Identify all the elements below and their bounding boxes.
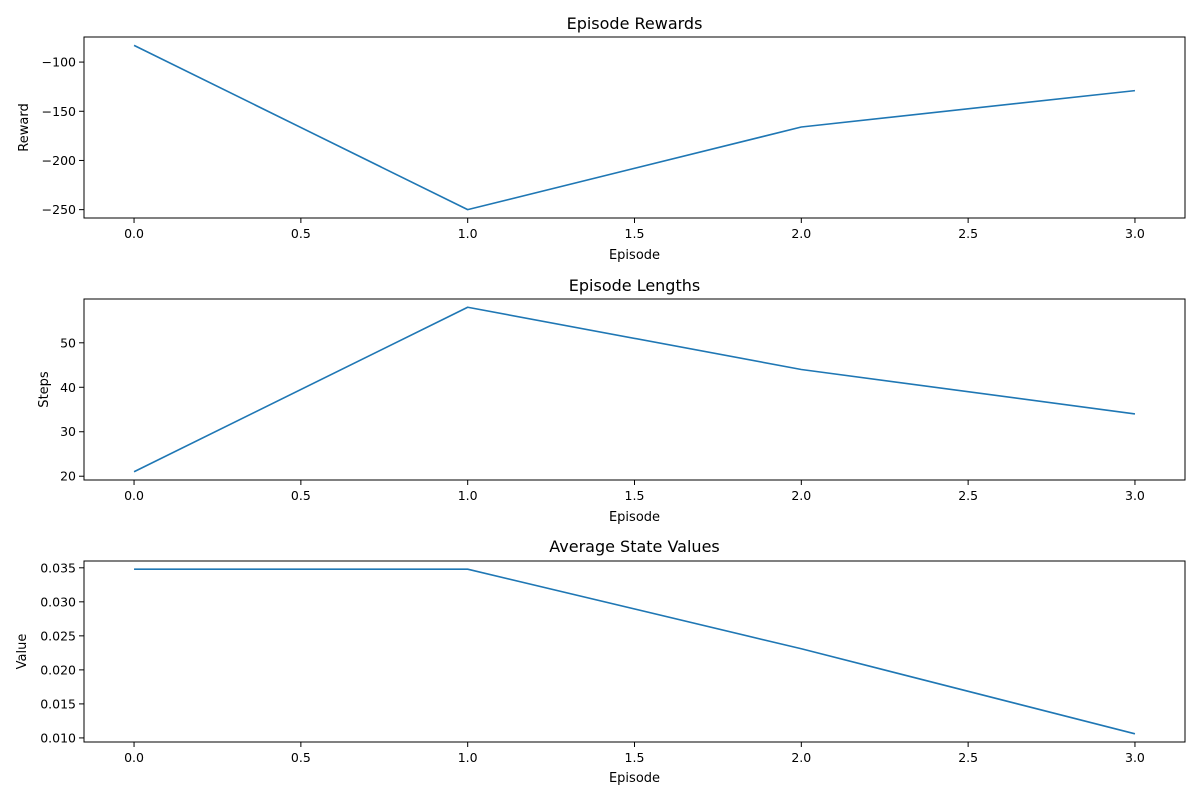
x-tick-label: 0.5 (291, 488, 311, 503)
chart-title: Episode Lengths (569, 276, 700, 295)
y-tick-label: 40 (60, 380, 76, 395)
x-tick-label: 3.0 (1125, 488, 1145, 503)
x-tick-label: 0.5 (291, 750, 311, 765)
x-tick-label: 1.0 (458, 488, 478, 503)
y-tick-label: 0.015 (40, 696, 76, 711)
x-tick-label: 2.0 (791, 488, 811, 503)
y-tick-label: −150 (42, 104, 76, 119)
y-tick-label: −200 (42, 153, 76, 168)
x-tick-label: 0.0 (124, 488, 144, 503)
axes-frame (83, 560, 1186, 743)
y-axis-label: Value (15, 634, 30, 670)
x-tick-label: 0.0 (124, 226, 144, 241)
axes-frame (83, 298, 1186, 481)
x-axis-label: Episode (609, 510, 660, 525)
x-tick-label: 1.5 (625, 226, 645, 241)
x-tick-label: 2.0 (791, 226, 811, 241)
y-tick-label: 20 (60, 469, 76, 484)
x-tick-label: 2.5 (958, 488, 978, 503)
series-line (133, 44, 1136, 211)
y-tick-label: 0.010 (40, 730, 76, 745)
x-tick-label: 2.5 (958, 226, 978, 241)
series-line (133, 306, 1136, 473)
plot-area: 0.0 0.5 1.0 1.5 2.0 2.5 3.0 0.010 0.015 0.020 0.02… (40, 560, 1186, 765)
plot-area: 0.0 0.5 1.0 1.5 2.0 2.5 3.0 −250 −200 −150 −100 (42, 36, 1186, 241)
y-tick-label: 30 (60, 424, 76, 439)
x-tick-label: 2.5 (958, 750, 978, 765)
y-axis-label: Reward (17, 103, 32, 151)
x-axis-label: Episode (609, 248, 660, 263)
x-tick-label: 1.5 (625, 488, 645, 503)
y-axis-label: Steps (37, 371, 52, 408)
y-tick-label: 0.035 (40, 560, 76, 575)
chart-title: Episode Rewards (567, 14, 703, 33)
x-tick-label: 1.0 (458, 226, 478, 241)
axes-frame (83, 36, 1186, 219)
chart-title: Average State Values (549, 537, 720, 556)
x-axis-label: Episode (609, 771, 660, 786)
series-line (134, 568, 1136, 735)
x-tick-label: 1.0 (458, 750, 478, 765)
y-tick-label: 50 (60, 335, 76, 350)
y-tick-label: 0.020 (40, 662, 76, 677)
x-tick-label: 3.0 (1125, 750, 1145, 765)
x-tick-label: 3.0 (1125, 226, 1145, 241)
x-tick-label: 2.0 (791, 750, 811, 765)
y-tick-label: −100 (42, 55, 76, 70)
y-tick-label: −250 (42, 202, 76, 217)
plot-area: 0.0 0.5 1.0 1.5 2.0 2.5 3.0 20 30 40 50 (60, 298, 1186, 503)
subplot-episode-rewards: Episode Rewards Episode Reward 0.0 0.5 1.0… (17, 14, 1186, 263)
x-tick-label: 1.5 (625, 750, 645, 765)
y-tick-label: 0.025 (40, 628, 76, 643)
subplot-episode-lengths: Episode Lengths Episode Steps 0.0 0.5 1.0 1… (37, 276, 1186, 525)
subplot-average-state-values: Average State Values Episode Value 0.0 0.… (15, 537, 1186, 786)
x-tick-label: 0.5 (291, 226, 311, 241)
x-tick-label: 0.0 (124, 750, 144, 765)
y-tick-label: 0.030 (40, 594, 76, 609)
